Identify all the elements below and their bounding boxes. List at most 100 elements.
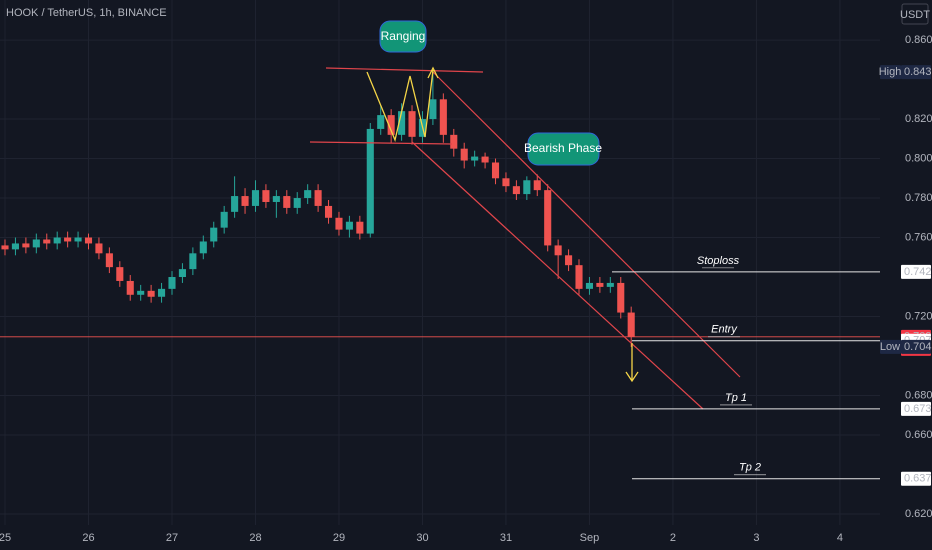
- candle-body: [272, 196, 280, 202]
- candle-body: [304, 190, 312, 199]
- candle-body: [429, 99, 437, 120]
- level-name-box: [880, 339, 901, 354]
- support-line: [309, 141, 453, 145]
- candle-body: [502, 178, 510, 187]
- candle-body: [324, 205, 333, 218]
- x-tick-label: 29: [333, 532, 345, 544]
- x-tick-label: 25: [0, 532, 11, 544]
- bubble: [379, 20, 427, 53]
- candle-body: [606, 282, 614, 287]
- candle-body: [596, 282, 604, 287]
- level-box: [901, 264, 931, 279]
- candle-body: [366, 128, 374, 234]
- candle-body: [408, 111, 416, 137]
- candle-body: [199, 241, 207, 254]
- x-tick-label: Sep: [580, 532, 600, 544]
- candle-body: [554, 245, 562, 256]
- arrow-up: [427, 66, 439, 79]
- candle-body: [74, 237, 82, 242]
- candle-body: [262, 190, 270, 202]
- chart-title: HOOK / TetherUS, 1h, BINANCE: [6, 7, 167, 19]
- x-tick-label: 30: [416, 532, 428, 544]
- level-value: 0.6732: [904, 403, 932, 415]
- level-value: 0.7046: [904, 341, 932, 353]
- level-name-box: [880, 65, 901, 80]
- candle-body: [481, 156, 489, 163]
- currency-box: [901, 3, 929, 25]
- level-box: [901, 65, 931, 80]
- level-box: [901, 339, 931, 354]
- candle-body: [137, 290, 145, 295]
- candle-body: [53, 237, 61, 244]
- candles: [1, 72, 635, 347]
- drawings: Ranging Bearish Phase Stoploss Entry Tp 1 T…: [309, 20, 900, 480]
- candle-body: [314, 190, 322, 206]
- candle-body: [460, 148, 468, 161]
- candle-body: [1, 245, 9, 250]
- annotation: Ranging: [381, 29, 426, 43]
- x-tick-label: 4: [837, 532, 843, 544]
- bubble: [527, 132, 600, 166]
- level-name: Tp 1: [725, 392, 747, 404]
- x-tick-label: 3: [753, 532, 759, 544]
- candle-body: [251, 190, 260, 206]
- level-name: High: [879, 66, 902, 78]
- candle-body: [575, 265, 583, 289]
- annotation: Bearish Phase: [524, 141, 602, 155]
- candle-body: [356, 221, 364, 234]
- currency: USDT: [900, 9, 930, 21]
- candle-body: [126, 280, 134, 295]
- candle-body: [158, 288, 166, 297]
- x-tick-label: 31: [500, 532, 512, 544]
- candle-body: [241, 196, 249, 206]
- level-name: Entry: [711, 324, 738, 336]
- candle-body: [95, 243, 103, 254]
- candle-body: [178, 269, 186, 278]
- candle-body: [471, 156, 479, 161]
- candle-body: [565, 255, 573, 266]
- candle-body: [283, 196, 291, 208]
- level-box: [901, 471, 931, 486]
- candle-body: [533, 180, 541, 191]
- level-name: Stoploss: [697, 255, 740, 267]
- candle-body: [11, 243, 19, 250]
- candle-body: [84, 237, 93, 244]
- candle-body: [335, 217, 343, 230]
- arrow-down-head: [625, 371, 639, 383]
- grid: [0, 0, 880, 525]
- candle-body: [345, 221, 353, 230]
- candle-body: [450, 134, 458, 149]
- candle-body: [231, 196, 239, 212]
- candle-body: [105, 253, 113, 268]
- level-box: [901, 401, 931, 416]
- level-value: 0.8438: [904, 66, 932, 78]
- level-value: 0.6378: [904, 473, 932, 485]
- candle-body: [523, 180, 531, 195]
- candle-body: [220, 211, 228, 228]
- x-tick-label: 27: [166, 532, 178, 544]
- candle-body: [210, 227, 218, 242]
- candle-body: [398, 111, 406, 135]
- x-tick-label: 2: [670, 532, 676, 544]
- candle-body: [439, 99, 447, 135]
- candle-body: [168, 277, 176, 289]
- candle-body: [189, 253, 197, 270]
- zigzag: [366, 69, 434, 143]
- candle-body: [585, 282, 593, 289]
- candle-body: [377, 115, 385, 129]
- candle-body: [32, 239, 40, 248]
- candle-body: [43, 239, 51, 244]
- x-tick-label: 28: [249, 532, 261, 544]
- candle-body: [64, 237, 72, 242]
- candle-body: [627, 312, 635, 337]
- candle-body: [22, 243, 30, 248]
- candle-body: [387, 115, 395, 135]
